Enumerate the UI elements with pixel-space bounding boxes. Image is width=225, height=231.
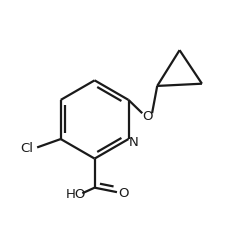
Text: O: O [118, 186, 129, 199]
Text: HO: HO [65, 187, 86, 200]
Text: O: O [142, 109, 152, 122]
Text: N: N [129, 136, 139, 149]
Text: Cl: Cl [20, 141, 34, 154]
